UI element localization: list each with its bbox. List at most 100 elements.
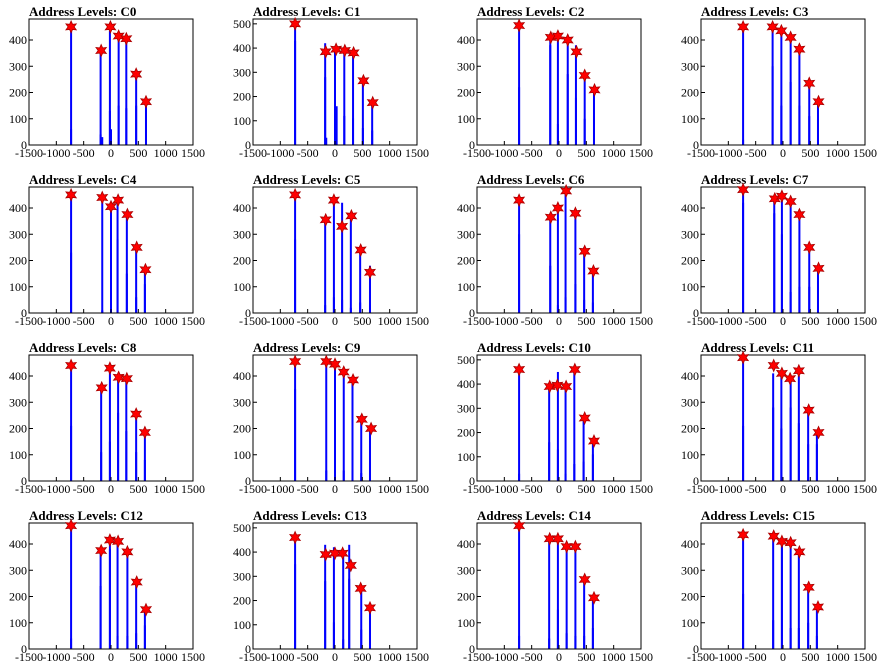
- y-tick-label: 300: [681, 59, 699, 73]
- peak-marker: [346, 372, 360, 387]
- bar: [349, 307, 352, 313]
- peak-marker: [338, 43, 351, 58]
- x-tick-label: 1500: [181, 482, 205, 496]
- x-tick-label: 0: [332, 146, 338, 160]
- peak-marker: [130, 67, 143, 82]
- peak-marker: [112, 29, 125, 44]
- x-tick-label: 500: [353, 482, 371, 496]
- peak-marker: [792, 363, 805, 378]
- peak-marker: [328, 357, 342, 372]
- peak-marker: [112, 193, 125, 208]
- chart-title: Address Levels: C11: [701, 340, 814, 355]
- x-tick-label: -1000: [714, 650, 742, 664]
- bar: [100, 452, 103, 482]
- bar: [294, 389, 297, 482]
- bar: [556, 449, 559, 481]
- bar: [564, 297, 567, 313]
- chart-panel: Address Levels: C9 -1500 -1000 -500 0 500 1000…: [224, 336, 448, 504]
- bar: [574, 549, 577, 649]
- bar: [368, 305, 371, 314]
- peak-marker: [784, 371, 797, 386]
- bar: [582, 461, 585, 481]
- bar: [125, 273, 128, 314]
- x-tick-label: 500: [577, 482, 595, 496]
- x-tick-label: -1500: [15, 482, 43, 496]
- y-tick-label: 200: [457, 590, 475, 604]
- bar: [342, 470, 345, 481]
- x-tick-label: 500: [801, 650, 819, 664]
- bar: [780, 234, 783, 313]
- y-tick-label: 300: [233, 65, 251, 79]
- peak-marker: [587, 434, 601, 449]
- chart-title: Address Levels: C9: [253, 340, 361, 355]
- bar: [574, 635, 577, 650]
- y-tick-label: 300: [681, 395, 699, 409]
- y-tick-label: 300: [457, 227, 475, 241]
- bar: [117, 105, 120, 146]
- peak-marker: [345, 208, 358, 223]
- x-tick-label: 0: [332, 482, 338, 496]
- bar: [70, 365, 73, 481]
- x-tick-label: 1500: [181, 314, 205, 328]
- bar: [70, 129, 73, 145]
- y-tick-label: 400: [9, 537, 27, 551]
- x-tick-label: 1000: [378, 314, 402, 328]
- x-tick-label: -1500: [687, 482, 715, 496]
- bar: [556, 609, 559, 650]
- chart-title: Address Levels: C7: [701, 172, 809, 187]
- bar: [324, 305, 327, 314]
- bar: [564, 473, 567, 481]
- peak-marker: [336, 546, 349, 561]
- peak-marker: [578, 411, 591, 425]
- x-tick-label: -500: [297, 482, 319, 496]
- bar: [334, 48, 336, 145]
- x-tick-label: 0: [780, 146, 786, 160]
- bar: [108, 441, 111, 482]
- x-tick-label: -500: [745, 314, 767, 328]
- bar: [574, 210, 577, 314]
- peak-marker: [513, 518, 526, 533]
- peak-marker: [121, 207, 134, 222]
- peak-marker: [767, 529, 780, 544]
- bar: [294, 239, 297, 313]
- chart-svg: Address Levels: C15 -1500 -1000 -500 0 500 100…: [681, 508, 877, 664]
- bar: [101, 197, 104, 313]
- bar: [334, 365, 336, 481]
- bar: [556, 538, 559, 649]
- peak-marker: [336, 219, 349, 234]
- x-tick-label: -1000: [714, 314, 742, 328]
- bar: [125, 108, 128, 145]
- chart-title: Address Levels: C10: [477, 340, 591, 355]
- x-tick-label: -1500: [687, 650, 715, 664]
- x-tick-label: -500: [297, 314, 319, 328]
- bar: [126, 635, 129, 650]
- peak-marker: [793, 42, 806, 57]
- bar: [360, 415, 363, 482]
- y-tick-label: 300: [457, 563, 475, 577]
- bar: [574, 284, 577, 314]
- chart-svg: Address Levels: C0-1500 -1000 -500 0 500 1000…: [9, 4, 205, 160]
- chart-panel: Address Levels: C4 -1500 -1000 -500 0 500 1000…: [0, 168, 224, 336]
- x-tick-label: 1500: [853, 146, 877, 160]
- chart-title: Address Levels: C6: [477, 172, 585, 187]
- bar: [325, 470, 328, 481]
- y-tick-label: 100: [681, 448, 699, 462]
- y-tick-label: 100: [9, 448, 27, 462]
- bar: [565, 633, 568, 649]
- y-tick-label: 0: [469, 642, 475, 656]
- y-tick-label: 500: [457, 353, 475, 367]
- y-tick-label: 100: [457, 112, 475, 126]
- plot-frame: [700, 18, 866, 146]
- peak-marker: [811, 600, 825, 614]
- chart-svg: Address Levels: C5-1500 -1000 -500 0 500 1000…: [233, 172, 429, 328]
- x-tick-label: 1500: [629, 146, 653, 160]
- bar: [352, 52, 355, 145]
- y-tick-label: 100: [233, 448, 251, 462]
- x-tick-label: -1500: [239, 314, 267, 328]
- bar: [70, 252, 73, 314]
- x-tick-label: 1500: [853, 482, 877, 496]
- y-tick-label: 200: [233, 90, 251, 104]
- y-tick-label: 0: [245, 642, 251, 656]
- x-tick-label: -1000: [42, 146, 70, 160]
- y-tick-label: 400: [457, 33, 475, 47]
